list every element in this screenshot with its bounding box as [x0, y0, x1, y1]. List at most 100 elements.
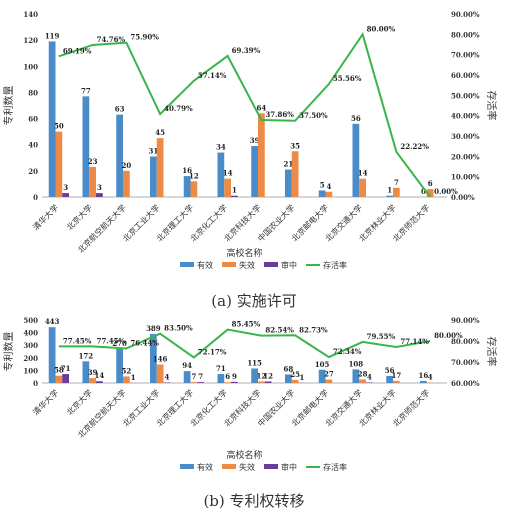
- c0-bar-label: 39: [250, 136, 260, 145]
- c1-bar-label: 94: [182, 361, 192, 370]
- c1-bar-label: 4: [164, 372, 169, 381]
- c0-bar-label: 31: [149, 146, 159, 155]
- c0-bar-失效: [89, 166, 96, 197]
- c0-line-label: 69.19%: [63, 46, 92, 55]
- c1-y2-tick-label: 60.00%: [451, 379, 480, 388]
- c0-y2-tick-label: 20.00%: [451, 152, 480, 161]
- c0-bar-失效: [325, 191, 333, 197]
- c1-line-label: 85.45%: [232, 320, 261, 329]
- c1-bar-label: 71: [61, 364, 71, 373]
- c0-bar-审中: [231, 195, 238, 197]
- c1-bar-label: 27: [324, 370, 334, 379]
- c1-bar-label: 443: [45, 317, 60, 326]
- c1-bar-label: 28: [358, 369, 368, 378]
- c0-legend-label: 有效: [197, 260, 213, 270]
- c1-bar-有效: [318, 369, 326, 383]
- c1-line-label: 82.54%: [265, 326, 294, 335]
- c0-y2-tick-label: 0.00%: [451, 193, 475, 202]
- c1-bar-审中: [96, 381, 103, 383]
- c0-line-label: 37.86%: [265, 110, 294, 119]
- c0-y2-tick-label: 70.00%: [451, 51, 480, 60]
- c0-category-label: 北京大学: [64, 202, 94, 232]
- c0-line-label: 80.00%: [367, 24, 396, 33]
- c1-bar-有效: [82, 361, 90, 383]
- c1-bar-有效: [386, 375, 393, 383]
- c0-bar-label: 23: [88, 157, 98, 166]
- c0-bar-label: 14: [223, 169, 233, 178]
- c1-bar-失效: [359, 379, 366, 383]
- c0-bar-失效: [224, 178, 231, 197]
- c0-bar-label: 3: [97, 183, 102, 192]
- c1-bar-失效: [89, 378, 96, 383]
- c0-bar-label: 34: [216, 143, 226, 152]
- c1-legend-label: 失效: [239, 462, 255, 472]
- caption-a: (a) 实施许可: [211, 292, 297, 310]
- c1-bar-失效: [123, 376, 130, 383]
- c0-line-label: 55.56%: [333, 74, 362, 83]
- c1-bar-label: 12: [263, 371, 273, 380]
- c1-bar-label: 108: [349, 359, 364, 368]
- c0-bar-label: 5: [320, 180, 325, 189]
- c0-y2-tick-label: 60.00%: [451, 71, 480, 80]
- c1-legend-swatch-审中: [264, 464, 278, 469]
- c0-bar-label: 14: [358, 169, 368, 178]
- c0-line-label: 74.76%: [97, 35, 126, 44]
- c0-bar-失效: [156, 138, 164, 197]
- c1-survival-rate-line: [58, 328, 431, 359]
- c1-bar-label: 389: [146, 324, 161, 333]
- c1-bar-审中: [62, 374, 69, 383]
- c0-y-tick-label: 0: [33, 193, 38, 202]
- c0-bar-label: 63: [115, 105, 125, 114]
- c1-legend-label: 有效: [197, 462, 213, 472]
- c1-bar-label: 17: [392, 371, 402, 380]
- c1-line-label: 76.44%: [130, 338, 159, 347]
- c0-y2-tick-label: 90.00%: [451, 10, 480, 19]
- c1-bar-失效: [55, 375, 63, 383]
- c1-bar-label: 71: [216, 364, 226, 373]
- c1-y-tick-label: 100: [23, 366, 38, 375]
- c1-bar-有效: [183, 371, 191, 383]
- c0-bar-失效: [359, 178, 366, 197]
- c1-bar-label: 172: [79, 351, 94, 360]
- c1-line-label: 72.34%: [333, 347, 362, 356]
- c1-bar-label: 9: [232, 372, 237, 381]
- c0-y2-tick-label: 50.00%: [451, 91, 480, 100]
- c1-bar-label: 52: [122, 366, 132, 375]
- c1-bar-有效: [217, 374, 225, 383]
- c1-bar-label: 16: [419, 371, 429, 380]
- c0-bar-label: 50: [54, 122, 64, 131]
- c1-bar-label: 270: [112, 339, 127, 348]
- c1-bar-审中: [231, 381, 238, 383]
- c1-y2-tick-label: 70.00%: [451, 358, 480, 367]
- c1-bar-失效: [156, 364, 164, 383]
- c0-bar-有效: [116, 114, 123, 197]
- c1-bar-有效: [285, 374, 292, 383]
- c0-legend-swatch-有效: [180, 262, 194, 267]
- c1-bar-label: 4: [428, 372, 433, 381]
- c1-y2-tick-label: 80.00%: [451, 337, 480, 346]
- c0-bar-有效: [183, 176, 191, 197]
- c0-legend-swatch-审中: [264, 262, 278, 267]
- c1-bar-失效: [224, 382, 231, 383]
- c0-y-tick-label: 40: [28, 141, 38, 150]
- c0-bar-有效: [217, 152, 225, 197]
- c0-y2-tick-label: 10.00%: [451, 173, 480, 182]
- c0-bar-label: 20: [122, 161, 132, 170]
- c0-bar-label: 1: [387, 186, 392, 195]
- c1-y2-axis-title: 存活率: [485, 337, 498, 367]
- c0-bar-label: 64: [257, 103, 267, 112]
- c1-bar-有效: [150, 333, 157, 383]
- c0-bar-审中: [96, 193, 103, 197]
- c1-line-label: 72.17%: [198, 347, 227, 356]
- c1-category-label: 北京大学: [64, 387, 94, 417]
- c0-bar-失效: [123, 170, 130, 197]
- c0-bar-有效: [285, 169, 292, 197]
- c0-y-tick-label: 120: [23, 36, 38, 45]
- caption-b: (b) 专利权转移: [203, 492, 305, 510]
- c1-bar-失效: [291, 379, 299, 383]
- c1-bar-label: 56: [385, 366, 395, 375]
- c0-y2-tick-label: 40.00%: [451, 112, 480, 121]
- c0-bar-label: 56: [351, 114, 361, 123]
- c1-y-tick-label: 500: [23, 316, 38, 325]
